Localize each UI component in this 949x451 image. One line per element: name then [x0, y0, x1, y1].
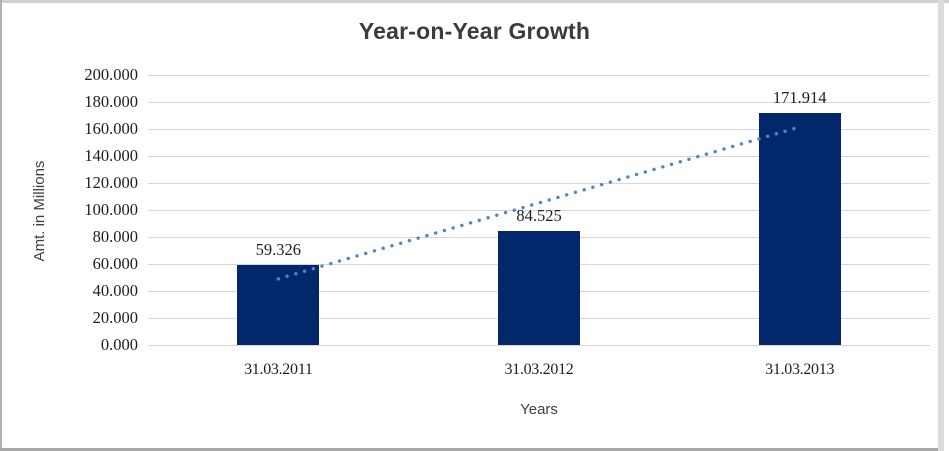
y-tick-label: 20.000	[92, 308, 138, 327]
y-tick-label: 120.000	[84, 173, 138, 192]
page-margin-strip	[938, 0, 944, 451]
data-label: 84.525	[516, 205, 562, 225]
data-label: 171.914	[772, 87, 827, 107]
x-tick-label: 31.03.2012	[504, 361, 574, 378]
y-tick-label: 0.000	[100, 335, 138, 354]
y-tick-label: 140.000	[84, 146, 138, 165]
y-tick-label: 200.000	[84, 65, 138, 84]
page-border-bottom	[0, 448, 939, 451]
page-border-left	[0, 0, 2, 451]
bar	[237, 264, 320, 345]
bar	[498, 230, 580, 345]
y-tick-label: 40.000	[92, 281, 138, 300]
bar	[758, 112, 841, 345]
x-tick-label: 31.03.2011	[244, 361, 313, 378]
data-label: 59.326	[255, 239, 302, 259]
page-border-top	[0, 0, 949, 3]
x-axis-title: Years	[520, 401, 558, 418]
x-tick-label: 31.03.2013	[765, 361, 835, 378]
y-tick-label: 60.000	[92, 254, 138, 273]
chart-title: Year-on-Year Growth	[358, 18, 591, 44]
y-tick-label: 180.000	[84, 92, 138, 111]
gridline	[148, 74, 930, 76]
y-tick-label: 160.000	[84, 119, 138, 138]
gridline	[148, 101, 930, 103]
gridline	[148, 344, 930, 346]
y-tick-label: 80.000	[92, 227, 138, 246]
y-tick-label: 100.000	[84, 200, 138, 219]
